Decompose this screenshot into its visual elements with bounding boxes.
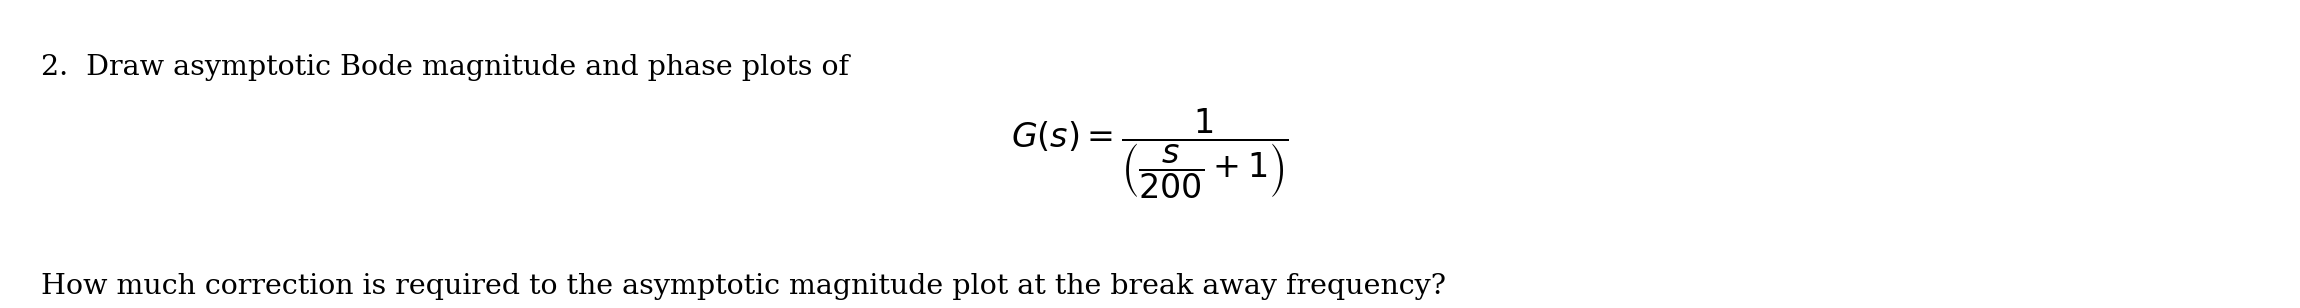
Text: $G(s) = \dfrac{1}{\left(\dfrac{s}{200} + 1\right)}$: $G(s) = \dfrac{1}{\left(\dfrac{s}{200} +…: [1012, 107, 1288, 201]
Text: How much correction is required to the asymptotic magnitude plot at the break aw: How much correction is required to the a…: [41, 273, 1447, 300]
Text: 2.  Draw asymptotic Bode magnitude and phase plots of: 2. Draw asymptotic Bode magnitude and ph…: [41, 54, 849, 81]
